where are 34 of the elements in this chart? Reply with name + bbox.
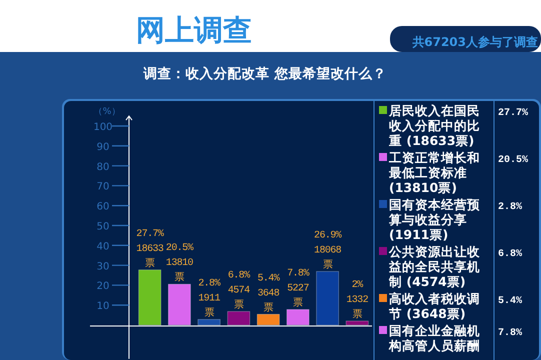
y-tick-label: 20 xyxy=(96,281,110,292)
y-tick-label: 30 xyxy=(96,261,110,272)
text: 27.7% xyxy=(498,108,528,119)
data-label: 2.8% 1911 票 xyxy=(198,278,220,320)
text: 高收入者税收调节 (3648票) xyxy=(388,291,480,321)
text: 公共资源出让收益的全民共享机制 (4574票) xyxy=(388,244,481,289)
text: 20.5% xyxy=(498,155,528,166)
y-tick-label: 80 xyxy=(96,162,110,173)
data-label: 20.5% 13810 票 xyxy=(166,243,194,284)
text: 共67203人参与了调查 xyxy=(411,35,538,49)
text: 国有资本经营预算与收益分享 (1911票) xyxy=(388,197,481,242)
data-label: 5.4% 3648 票 xyxy=(258,273,280,314)
text: 居民收入在国民收入分配中的比重 (18633票) xyxy=(388,103,480,148)
y-tick-label: 40 xyxy=(96,241,110,252)
data-label: 27.7% 18633 票 xyxy=(136,228,164,270)
text: 国有企业金融机构高管人员薪酬 xyxy=(388,323,480,353)
y-axis-title: （%） xyxy=(94,107,120,118)
data-label: 26.9% 18068 票 xyxy=(314,230,342,272)
text: 6.8% xyxy=(498,249,522,260)
y-tick-label: 50 xyxy=(96,222,110,232)
y-tick-label: 100 xyxy=(93,122,113,133)
data-label: 2% 1332 票 xyxy=(346,280,369,322)
y-tick-label: 70 xyxy=(96,182,110,193)
data-label: 6.8% 4574 票 xyxy=(228,270,250,312)
chart-title: 调查：收入分配改革 您最希望改什么？ xyxy=(142,65,386,82)
y-tick-label: 60 xyxy=(96,202,110,213)
text: 工资正常增长和最低工资标准 (13810票) xyxy=(388,150,480,195)
y-tick-label: 90 xyxy=(96,142,110,153)
chart-subtitle: 网上调查 xyxy=(136,13,252,47)
data-label: 7.8% 5227 票 xyxy=(287,268,310,310)
y-tick-label: 10 xyxy=(96,301,110,312)
text: 7.8% xyxy=(498,328,522,339)
text: 5.4% xyxy=(498,296,522,307)
text: 2.8% xyxy=(498,202,522,213)
